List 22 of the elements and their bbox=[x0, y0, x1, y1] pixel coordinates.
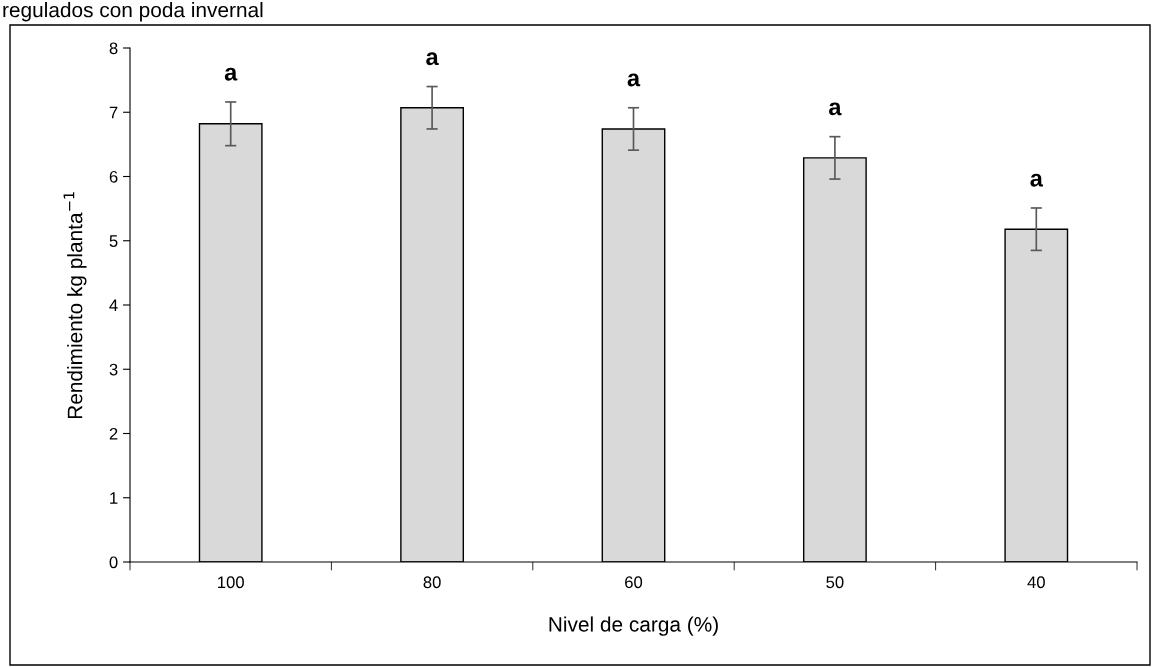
y-tick-label: 8 bbox=[109, 42, 118, 55]
annotation: a bbox=[1030, 173, 1044, 187]
annotation: a bbox=[829, 102, 842, 116]
y-tick-label: 1 bbox=[110, 492, 118, 504]
y-tick-label: 0 bbox=[109, 556, 118, 569]
x-tick-label: 60 bbox=[625, 576, 643, 589]
x-tick-label: 50 bbox=[826, 576, 844, 589]
x-tick-label: 80 bbox=[423, 576, 441, 589]
y-tick-label: 3 bbox=[109, 363, 118, 376]
y-axis-title: Rendimiento kg planta$^{−1}$ bbox=[63, 192, 87, 419]
x-axis-title: Nivel de carga (%) bbox=[549, 616, 718, 636]
chart-title: regulados con poda invernal bbox=[3, 2, 263, 22]
annotation: a bbox=[224, 67, 238, 81]
x-tick-label: 100 bbox=[218, 576, 244, 589]
y-tick-label: 2 bbox=[109, 427, 118, 440]
x-tick-label: 40 bbox=[1027, 576, 1045, 589]
y-tick-label: 4 bbox=[109, 299, 118, 312]
annotation: a bbox=[627, 73, 641, 87]
annotation: a bbox=[426, 52, 439, 66]
y-tick-label: 6 bbox=[109, 170, 118, 183]
y-tick-label: 5 bbox=[109, 235, 118, 247]
y-tick-label: 7 bbox=[109, 106, 118, 119]
